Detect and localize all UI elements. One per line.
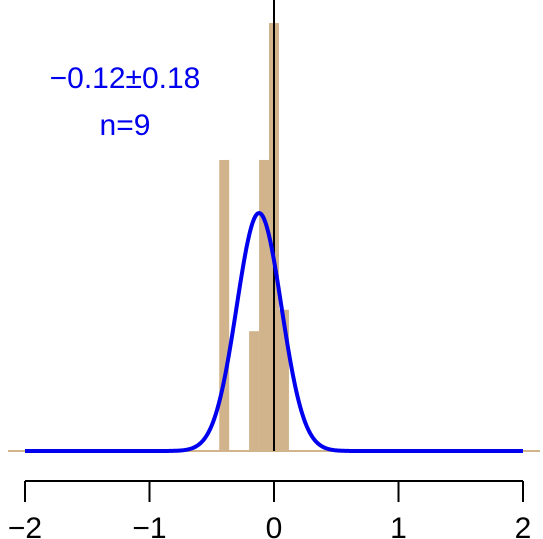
x-tick-label-4: 2 (515, 512, 532, 539)
density-curve (25, 210, 523, 453)
histogram-bars (219, 23, 289, 451)
histogram-bar-2 (259, 159, 270, 451)
histogram-bar-0 (219, 159, 230, 451)
x-axis-ticks: −2 −1 0 1 2 (8, 481, 531, 539)
x-tick-label-3: 1 (390, 512, 407, 539)
x-tick-label-2: 0 (266, 512, 283, 539)
x-tick-label-0: −2 (8, 512, 42, 539)
x-tick-label-1: −1 (132, 512, 166, 539)
histogram-bar-4 (278, 309, 289, 451)
x-axis: −2 −1 0 1 2 (8, 480, 531, 539)
estimate-label: −0.12±0.18 (50, 62, 201, 95)
histogram-bar-1 (249, 331, 260, 451)
sample-size-label: n=9 (100, 109, 151, 142)
